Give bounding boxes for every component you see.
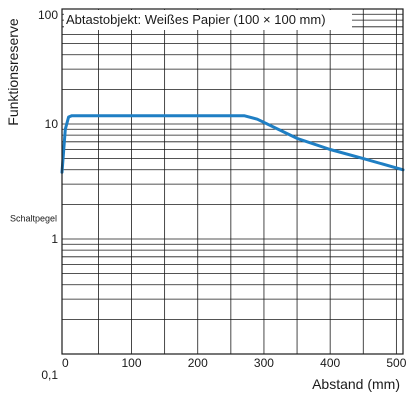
threshold-label: Schaltpegel xyxy=(10,214,57,224)
y-axis-title: Funktionsreserve xyxy=(5,18,21,126)
x-tick-label: 0 xyxy=(62,356,69,370)
x-tick-label: 500 xyxy=(386,356,406,370)
x-axis-title: Abstand (mm) xyxy=(312,376,400,392)
x-tick-label: 300 xyxy=(254,356,274,370)
y-tick-label: 1 xyxy=(51,232,58,246)
y-tick-label: 100 xyxy=(38,8,58,22)
y-tick-label: 10 xyxy=(45,117,59,131)
annotation-text: Abtastobjekt: Weißes Papier (100 × 100 m… xyxy=(66,12,326,27)
x-tick-label: 100 xyxy=(122,356,142,370)
x-tick-label: 400 xyxy=(320,356,340,370)
y-tick-label: 0,1 xyxy=(41,368,58,382)
x-tick-label: 200 xyxy=(188,356,208,370)
